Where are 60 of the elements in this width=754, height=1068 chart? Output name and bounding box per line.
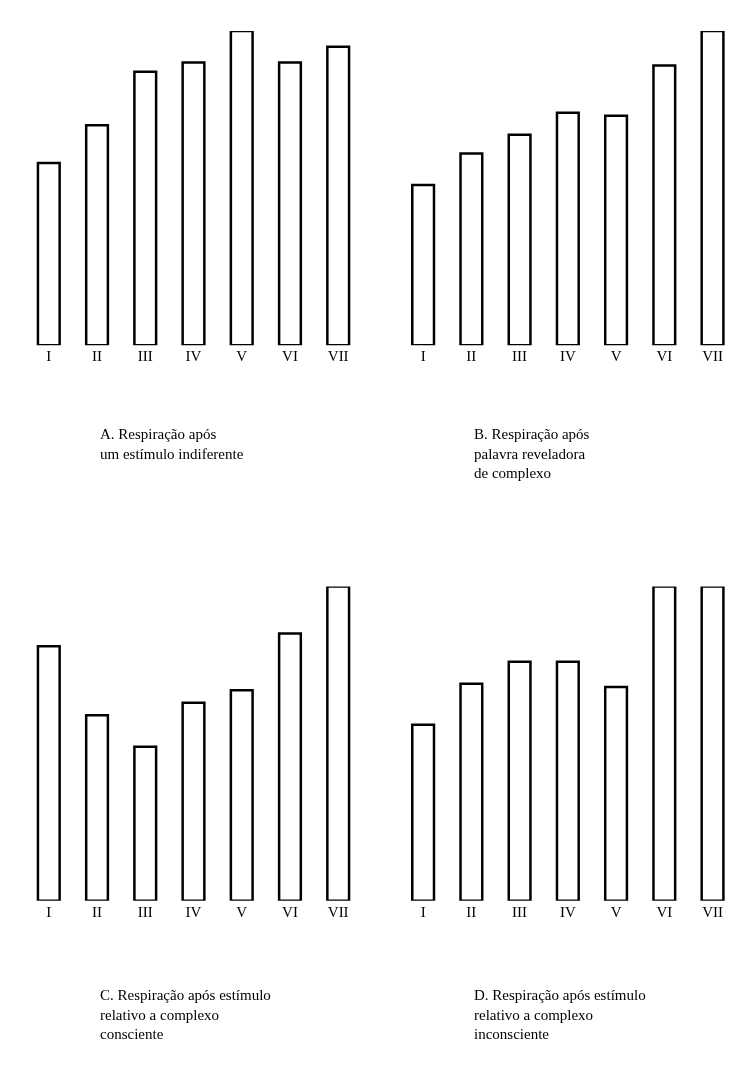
bar <box>133 745 158 901</box>
bar <box>507 660 532 901</box>
bar <box>229 30 254 346</box>
x-tick-label: VII <box>702 348 723 365</box>
x-tick-label: V <box>610 348 622 365</box>
bar <box>652 586 677 901</box>
x-tick-label: VI <box>282 348 298 365</box>
bar <box>326 45 351 346</box>
text: C. Respiração após estímulo relativo a complexo consciente <box>100 987 271 1042</box>
x-tick-label: IV <box>559 348 576 365</box>
bar <box>133 70 158 346</box>
x-tick-label: V <box>236 348 248 365</box>
bar <box>652 64 677 346</box>
bar <box>555 111 580 346</box>
x-tick-label: III <box>137 348 153 365</box>
text: A. Respiração após um estímulo indiferente <box>100 426 244 462</box>
bar <box>603 685 629 901</box>
bar <box>181 701 206 901</box>
x-tick-label: I <box>420 903 426 920</box>
x-tick-label: IV <box>185 903 202 920</box>
x-tick-label: VI <box>656 903 673 920</box>
bar <box>36 161 61 346</box>
bar <box>603 114 629 346</box>
bar <box>84 124 110 346</box>
text: B. Respiração após palavra reveladora de complexo <box>474 426 590 481</box>
x-tick-label: IV <box>185 348 202 365</box>
bar <box>555 660 580 901</box>
x-tick-label: I <box>46 903 52 920</box>
bar <box>459 152 484 346</box>
x-tick-label: IV <box>559 903 576 920</box>
x-tick-label: V <box>236 903 248 920</box>
bar <box>181 61 206 346</box>
x-tick-label: VI <box>656 348 673 365</box>
bar <box>229 688 254 901</box>
x-tick-label: II <box>92 903 103 920</box>
bar <box>326 586 351 901</box>
text: D. Respiração após estímulo relativo a complexo inconsciente <box>474 987 646 1042</box>
bar <box>411 723 436 901</box>
x-tick-label: III <box>512 903 528 920</box>
x-tick-label: II <box>466 903 477 920</box>
x-tick-label: III <box>512 348 528 365</box>
bar <box>84 714 110 901</box>
bar <box>277 632 303 901</box>
bar <box>277 61 303 346</box>
x-tick-label: II <box>466 348 477 365</box>
bar <box>411 183 436 346</box>
bar <box>700 30 725 346</box>
x-tick-label: III <box>137 903 153 920</box>
bar <box>507 133 532 346</box>
x-tick-label: V <box>610 903 622 920</box>
bar <box>459 682 484 901</box>
x-tick-label: I <box>46 348 52 365</box>
bar <box>36 644 61 901</box>
x-tick-label: VII <box>327 903 349 920</box>
x-tick-label: VII <box>702 903 723 920</box>
x-tick-label: I <box>420 348 426 365</box>
x-tick-label: VII <box>327 348 349 365</box>
x-tick-label: II <box>92 348 103 365</box>
x-tick-label: VI <box>282 903 298 920</box>
bar <box>700 586 725 901</box>
